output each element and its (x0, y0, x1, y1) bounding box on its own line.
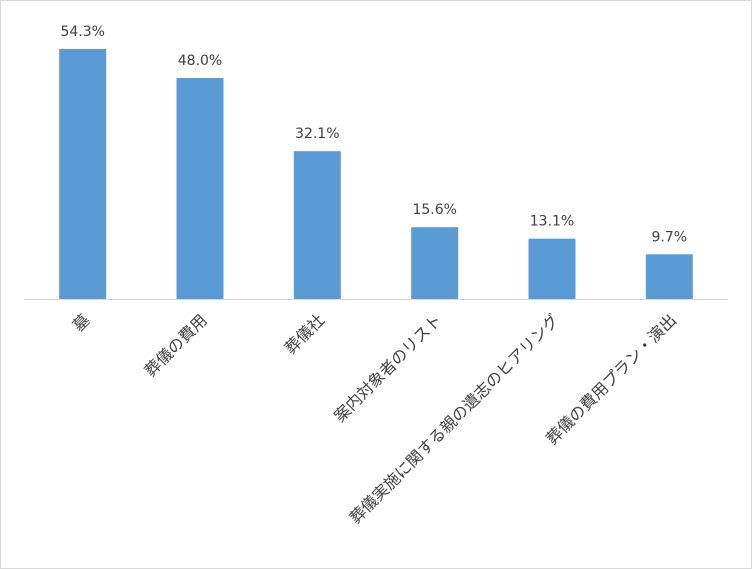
bar-6 (645, 254, 693, 299)
bar-5 (528, 238, 576, 299)
data-label-1: 54.3% (60, 24, 104, 40)
data-label-4: 15.6% (412, 202, 456, 218)
data-labels-group: 54.3% 48.0% 32.1% 15.6% 13.1% 9.7% (60, 24, 687, 245)
bar-4 (411, 227, 459, 299)
category-labels-group: 墓 葬儀の費用 葬儀社 案内対象者のリスト葬儀実施に関する親の遺志のヒアリング葬儀の費… (69, 310, 680, 527)
category-label-3: 葬儀社 (281, 310, 328, 357)
category-label-4: 案内対象者のリスト (330, 310, 445, 425)
category-label-1: 墓 (69, 310, 94, 335)
bar-2 (176, 78, 224, 299)
data-label-3: 32.1% (295, 126, 339, 142)
bar-1 (59, 49, 107, 299)
data-label-6: 9.7% (652, 229, 688, 245)
data-label-2: 48.0% (178, 53, 222, 69)
bar-3 (293, 151, 341, 299)
category-label-5: 葬儀実施に関する親の遺志のヒアリング (346, 310, 563, 527)
data-label-5: 13.1% (530, 214, 574, 230)
category-label-6: 葬儀の費用プラン・演出 (542, 310, 680, 448)
category-label-2: 葬儀の費用 (141, 310, 211, 380)
bars-group (59, 49, 693, 299)
